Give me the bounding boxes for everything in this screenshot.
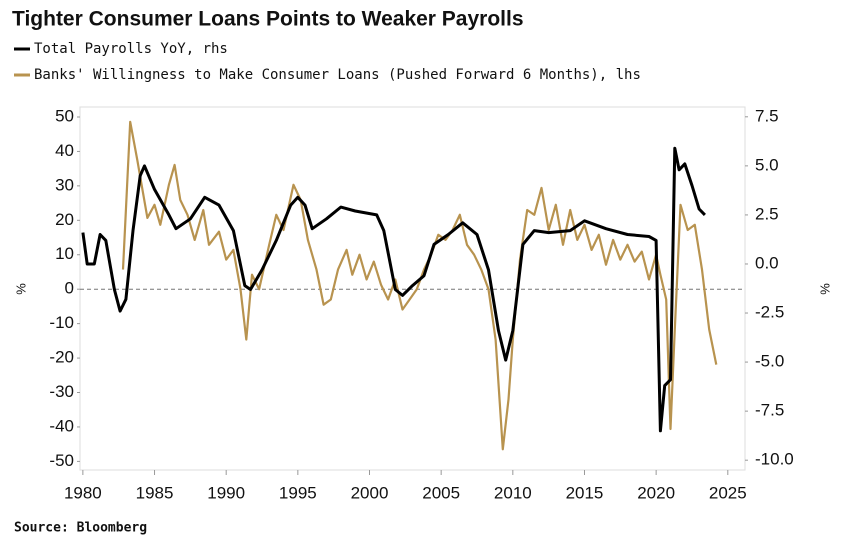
legend-label: Banks' Willingness to Make Consumer Loan…: [34, 67, 641, 83]
y2-tick-label: 7.5: [755, 106, 779, 125]
y-tick-label: 20: [55, 210, 74, 229]
series-line: [121, 120, 718, 451]
y-tick-label: -50: [49, 451, 74, 470]
y2-tick-label: -7.5: [755, 401, 784, 420]
y-axis-label: %: [13, 283, 28, 295]
y-tick-label: -10: [49, 313, 74, 332]
x-tick-label: 1980: [64, 483, 102, 502]
y-tick-label: 50: [55, 106, 74, 125]
y-tick-label: -30: [49, 382, 74, 401]
x-tick-label: 2020: [637, 483, 675, 502]
x-tick-label: 2010: [494, 483, 532, 502]
y-tick-label: 0: [65, 279, 74, 298]
x-tick-label: 1985: [136, 483, 174, 502]
x-tick-label: 2000: [351, 483, 389, 502]
y2-axis-label: %: [817, 283, 832, 295]
plot-frame: [79, 106, 746, 471]
y-tick-label: 40: [55, 141, 74, 160]
x-tick-label: 2015: [566, 483, 604, 502]
y2-tick-label: 2.5: [755, 204, 779, 223]
y-tick-label: 10: [55, 244, 74, 263]
y2-tick-label: -5.0: [755, 352, 784, 371]
chart-title: Tighter Consumer Loans Points to Weaker …: [12, 8, 524, 31]
y-tick-label: 30: [55, 175, 74, 194]
y2-tick-label: -2.5: [755, 303, 784, 322]
x-tick-label: 1990: [207, 483, 245, 502]
series-line: [81, 146, 706, 433]
x-tick-label: 2005: [422, 483, 460, 502]
x-tick-label: 1995: [279, 483, 317, 502]
x-tick-label: 2025: [709, 483, 747, 502]
y2-tick-label: 0.0: [755, 253, 779, 272]
y-tick-label: -20: [49, 348, 74, 367]
y2-tick-label: 5.0: [755, 155, 779, 174]
y-tick-label: -40: [49, 416, 74, 435]
legend-label: Total Payrolls YoY, rhs: [34, 41, 228, 57]
y2-tick-label: -10.0: [755, 450, 794, 469]
source: Source: Bloomberg: [14, 521, 147, 536]
